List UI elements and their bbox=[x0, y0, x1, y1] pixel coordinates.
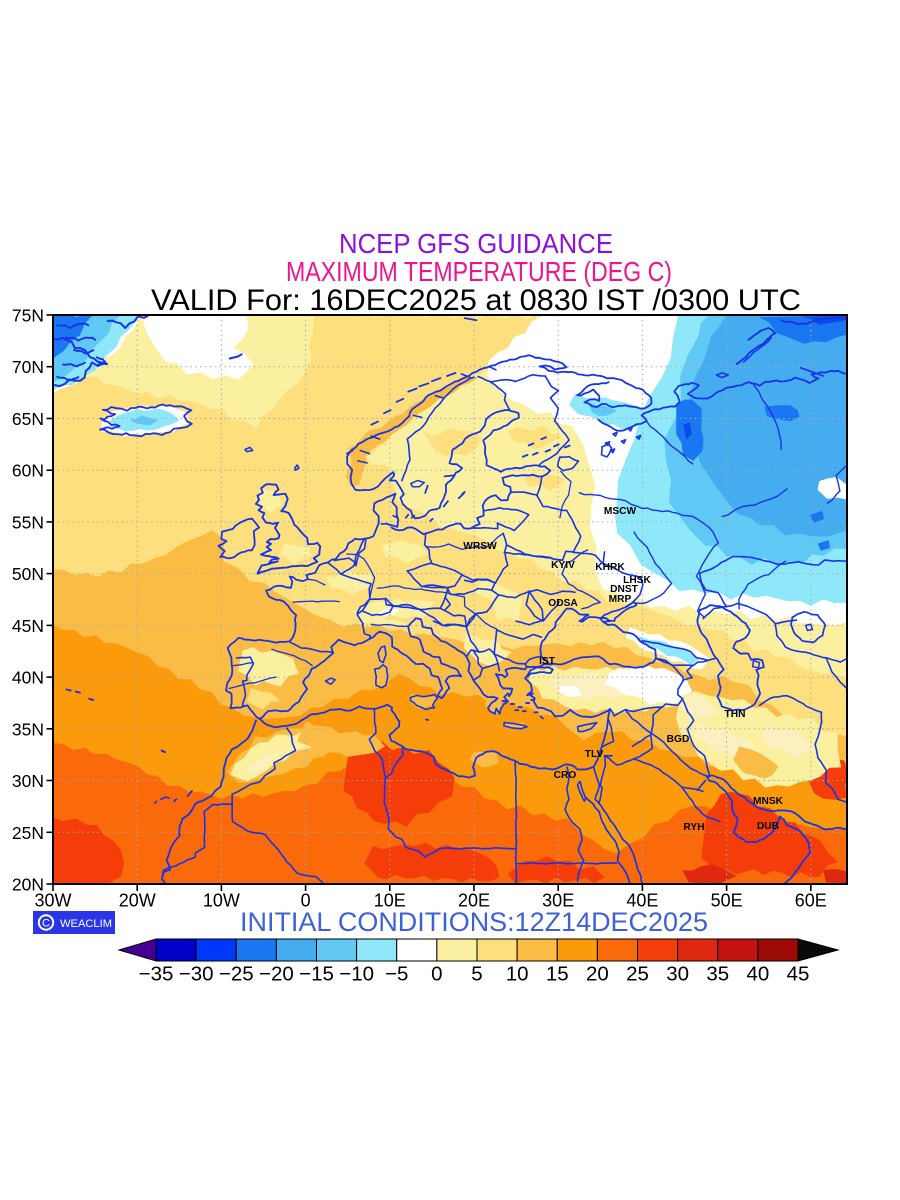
svg-text:10: 10 bbox=[506, 963, 529, 986]
svg-text:−35: −35 bbox=[139, 963, 174, 986]
svg-text:20N: 20N bbox=[12, 875, 44, 895]
svg-text:30E: 30E bbox=[542, 891, 574, 911]
svg-text:30: 30 bbox=[666, 963, 689, 986]
svg-text:IST: IST bbox=[539, 656, 556, 667]
svg-text:20E: 20E bbox=[458, 891, 490, 911]
svg-text:40: 40 bbox=[746, 963, 769, 986]
svg-text:50E: 50E bbox=[711, 891, 743, 911]
svg-text:ODSA: ODSA bbox=[548, 598, 578, 609]
svg-text:50N: 50N bbox=[12, 564, 44, 584]
svg-text:20W: 20W bbox=[119, 891, 156, 911]
svg-text:−25: −25 bbox=[219, 963, 254, 986]
svg-text:MNSK: MNSK bbox=[753, 796, 784, 807]
svg-text:TLV: TLV bbox=[585, 749, 604, 760]
svg-text:35: 35 bbox=[706, 963, 729, 986]
svg-text:WEACLIM: WEACLIM bbox=[60, 918, 112, 930]
svg-text:75N: 75N bbox=[12, 306, 44, 326]
svg-text:VALID For: 16DEC2025 at 0830 I: VALID For: 16DEC2025 at 0830 IST /0300 U… bbox=[151, 284, 801, 317]
svg-text:MAXIMUM TEMPERATURE (DEG C): MAXIMUM TEMPERATURE (DEG C) bbox=[286, 256, 672, 287]
svg-text:60N: 60N bbox=[12, 461, 44, 481]
svg-text:60E: 60E bbox=[795, 891, 827, 911]
svg-text:WRSW: WRSW bbox=[463, 541, 497, 552]
svg-text:MSCW: MSCW bbox=[604, 506, 637, 517]
svg-text:45N: 45N bbox=[12, 616, 44, 636]
svg-text:DUB: DUB bbox=[757, 821, 779, 832]
svg-text:5: 5 bbox=[471, 963, 482, 986]
svg-text:15: 15 bbox=[546, 963, 569, 986]
svg-text:10W: 10W bbox=[203, 891, 240, 911]
svg-text:−30: −30 bbox=[179, 963, 214, 986]
svg-text:MRP: MRP bbox=[609, 594, 632, 605]
svg-text:30W: 30W bbox=[34, 891, 71, 911]
svg-text:RYH: RYH bbox=[683, 822, 704, 833]
svg-text:25N: 25N bbox=[12, 823, 44, 843]
svg-text:NCEP GFS GUIDANCE: NCEP GFS GUIDANCE bbox=[339, 228, 613, 259]
svg-text:LHSK: LHSK bbox=[623, 575, 651, 586]
svg-text:0: 0 bbox=[301, 891, 311, 911]
svg-text:−15: −15 bbox=[299, 963, 334, 986]
svg-text:CRO: CRO bbox=[554, 770, 577, 781]
svg-text:−20: −20 bbox=[259, 963, 294, 986]
svg-text:THN: THN bbox=[725, 709, 746, 720]
svg-text:40E: 40E bbox=[626, 891, 658, 911]
svg-text:65N: 65N bbox=[12, 409, 44, 429]
svg-text:70N: 70N bbox=[12, 357, 44, 377]
svg-text:20: 20 bbox=[586, 963, 609, 986]
svg-text:DNST: DNST bbox=[610, 584, 639, 595]
svg-text:C: C bbox=[42, 918, 50, 930]
svg-text:0: 0 bbox=[431, 963, 442, 986]
svg-text:−10: −10 bbox=[339, 963, 374, 986]
svg-text:55N: 55N bbox=[12, 512, 44, 532]
svg-text:10E: 10E bbox=[374, 891, 406, 911]
svg-text:−5: −5 bbox=[385, 963, 408, 986]
svg-text:KHRK: KHRK bbox=[595, 562, 625, 573]
svg-text:45: 45 bbox=[787, 963, 810, 986]
svg-text:KYIV: KYIV bbox=[551, 560, 575, 571]
svg-text:35N: 35N bbox=[12, 719, 44, 739]
svg-text:25: 25 bbox=[626, 963, 649, 986]
svg-text:BGD: BGD bbox=[667, 734, 690, 745]
svg-text:40N: 40N bbox=[12, 668, 44, 688]
svg-text:INITIAL CONDITIONS:12Z14DEC202: INITIAL CONDITIONS:12Z14DEC2025 bbox=[240, 907, 708, 937]
svg-text:30N: 30N bbox=[12, 771, 44, 791]
